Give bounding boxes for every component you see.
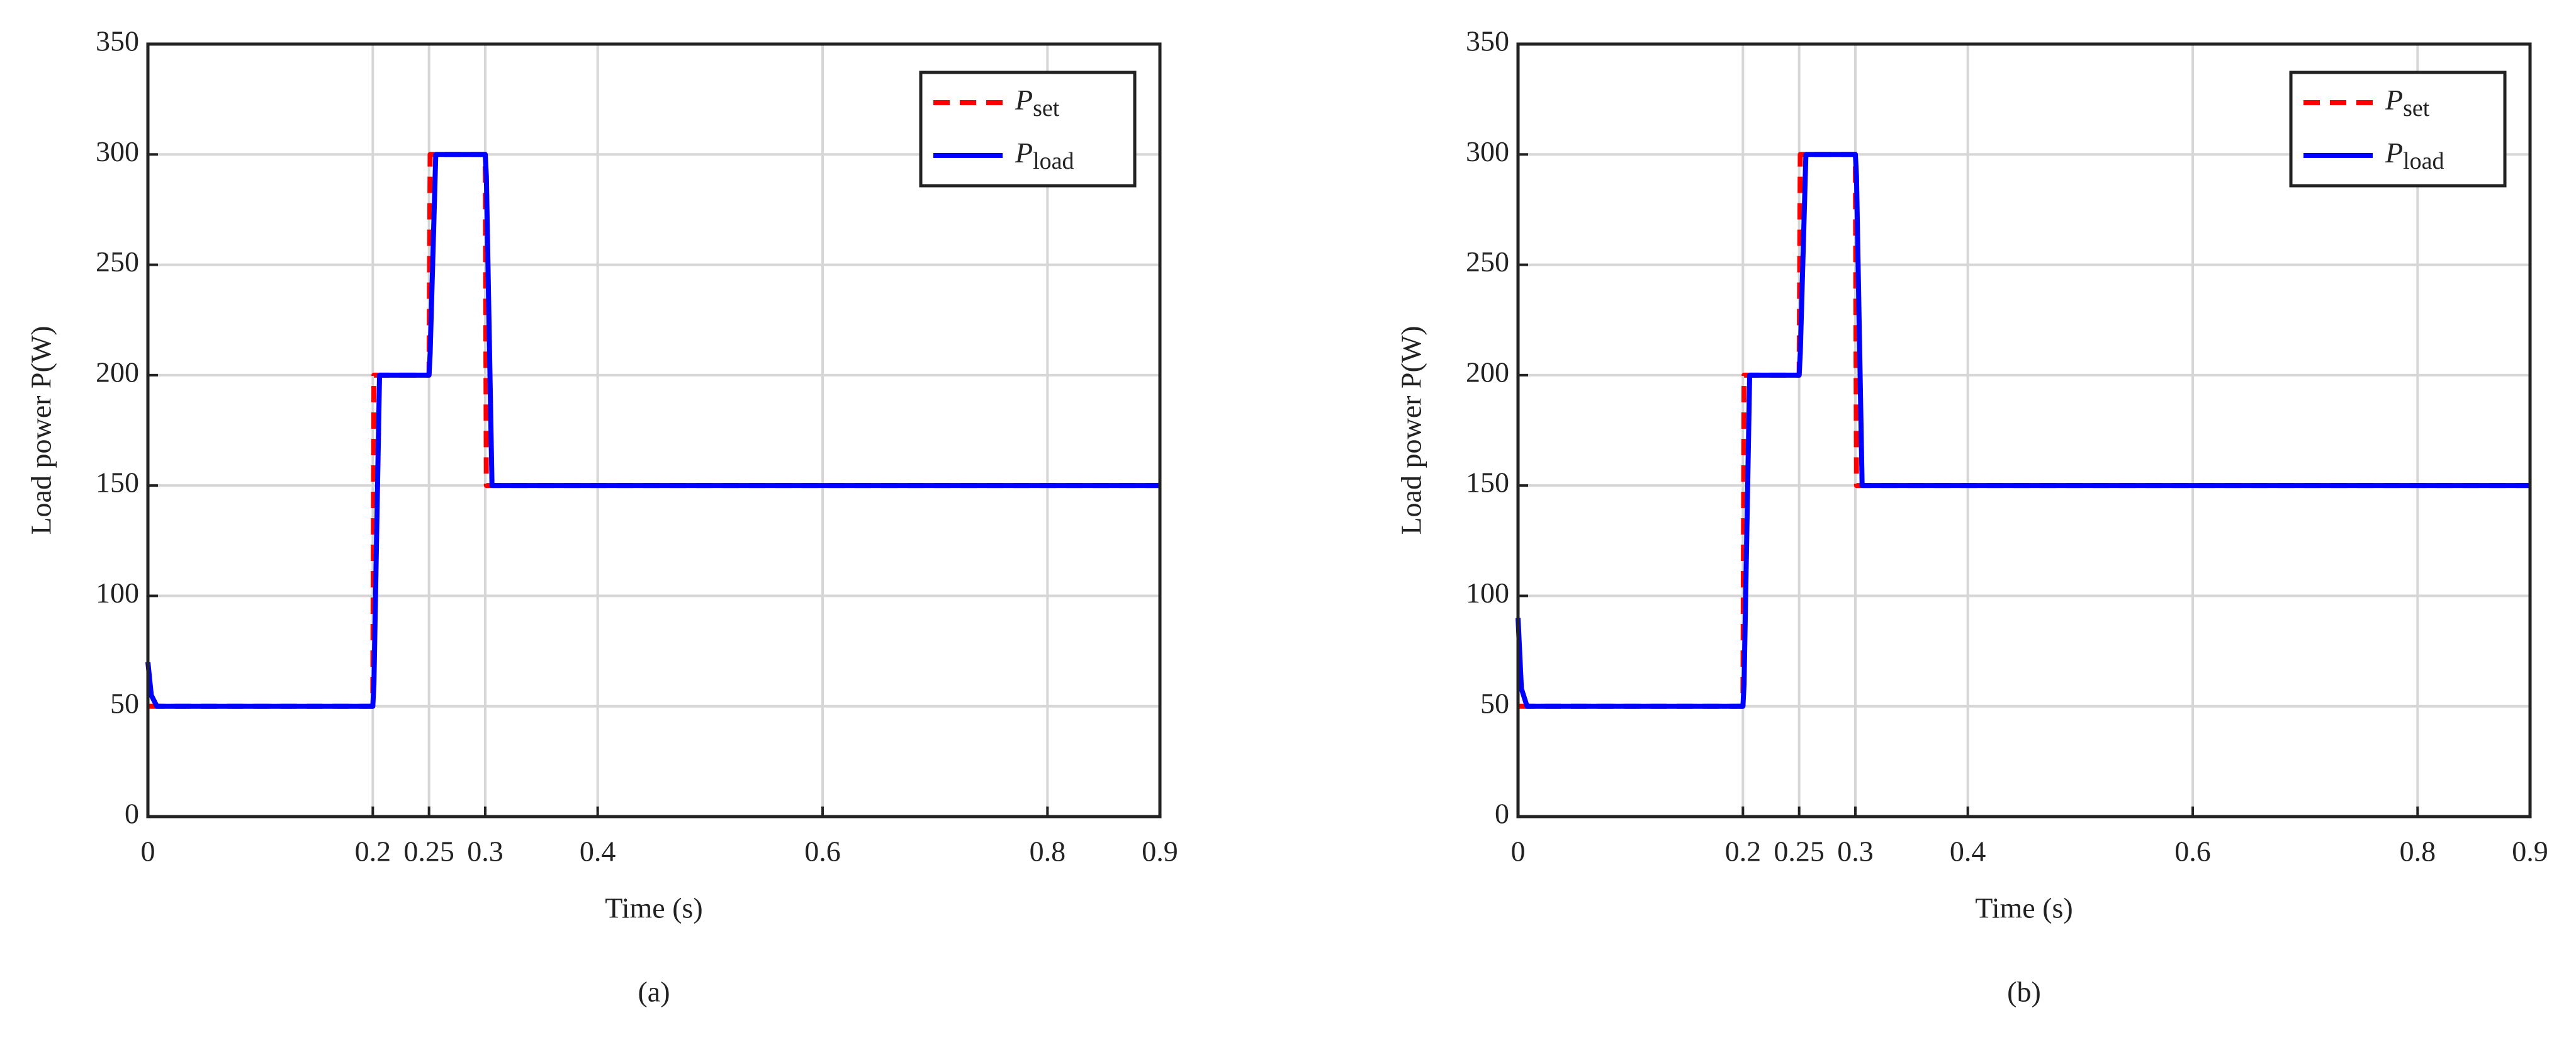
x-tick-label: 0.2 bbox=[355, 835, 391, 868]
x-axis-label: Time (s) bbox=[1975, 892, 2073, 924]
x-tick-label: 0.4 bbox=[580, 835, 616, 868]
y-tick-label: 50 bbox=[110, 687, 139, 719]
legend-box bbox=[2289, 71, 2507, 188]
y-tick-label: 300 bbox=[1466, 135, 1509, 167]
y-axis-label: Load power P(W) bbox=[25, 326, 57, 535]
y-tick-label: 300 bbox=[96, 135, 139, 167]
x-tick-label: 0.8 bbox=[1030, 835, 1066, 868]
legend-label: Pset bbox=[2385, 84, 2430, 122]
x-tick-label: 0.2 bbox=[1725, 835, 1762, 868]
caption: (b) bbox=[2007, 976, 2041, 1008]
legend-label: Pload bbox=[2385, 137, 2444, 174]
y-tick-label: 0 bbox=[1495, 798, 1509, 830]
y-tick-label: 350 bbox=[96, 25, 139, 57]
y-tick-label: 100 bbox=[96, 577, 139, 609]
x-tick-label: 0.9 bbox=[1142, 835, 1178, 868]
x-tick-label: 0.3 bbox=[1837, 835, 1874, 868]
y-tick-label: 200 bbox=[96, 356, 139, 388]
axes-box bbox=[1516, 42, 2532, 818]
series-line bbox=[145, 152, 1160, 709]
x-tick-label: 0.25 bbox=[1774, 835, 1825, 868]
x-tick-label: 0 bbox=[141, 835, 155, 868]
x-axis-label: Time (s) bbox=[605, 892, 703, 924]
y-tick-label: 200 bbox=[1466, 356, 1509, 388]
y-tick-label: 250 bbox=[1466, 246, 1509, 278]
chart: 0 50 100 150 200 250 300 350 0 0.2 0.25 0.3 0.4 0.6 0.… bbox=[1395, 25, 2548, 1008]
caption: (a) bbox=[638, 976, 670, 1008]
chart: 0 50 100 150 200 250 300 350 0 0.2 0.25 0.3 0.4 0.6 0.… bbox=[25, 25, 1178, 1008]
y-tick-label: 100 bbox=[1466, 577, 1509, 609]
y-tick-label: 150 bbox=[1466, 467, 1509, 499]
y-tick-label: 150 bbox=[96, 467, 139, 499]
y-tick-label: 50 bbox=[1480, 687, 1509, 719]
y-tick-label: 0 bbox=[125, 798, 139, 830]
legend-label: Pload bbox=[1015, 137, 1074, 174]
x-tick-label: 0.8 bbox=[2400, 835, 2436, 868]
y-tick-label: 350 bbox=[1466, 25, 1509, 57]
axes-box bbox=[146, 42, 1162, 818]
x-tick-label: 0.6 bbox=[2174, 835, 2211, 868]
legend-box bbox=[919, 71, 1137, 188]
series-line bbox=[1516, 152, 2530, 709]
x-tick-label: 0.3 bbox=[467, 835, 503, 868]
y-axis-label: Load power P(W) bbox=[1395, 326, 1427, 535]
y-tick-label: 250 bbox=[96, 246, 139, 278]
legend-label: Pset bbox=[1015, 84, 1060, 122]
x-tick-label: 0.6 bbox=[804, 835, 841, 868]
x-tick-label: 0.25 bbox=[403, 835, 454, 868]
x-tick-label: 0.9 bbox=[2512, 835, 2548, 868]
x-tick-label: 0.4 bbox=[1950, 835, 1986, 868]
x-tick-label: 0 bbox=[1511, 835, 1526, 868]
